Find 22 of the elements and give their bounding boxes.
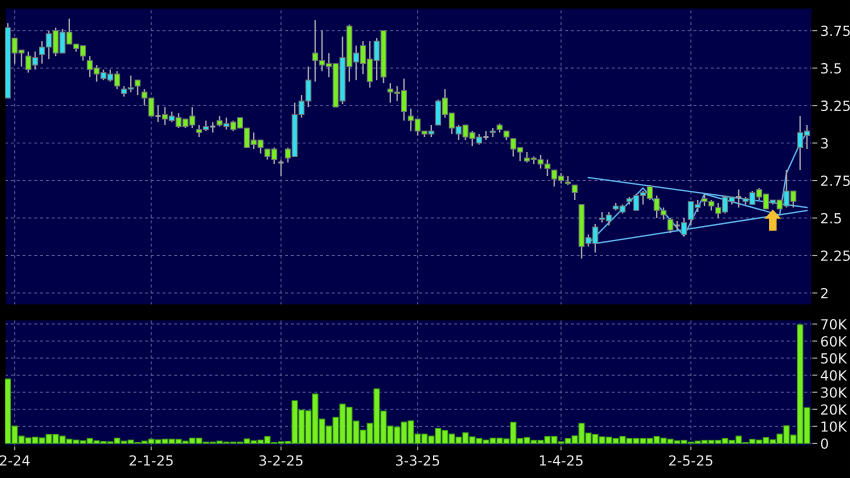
x-tick-label: 2-1-25 [130, 455, 173, 466]
y-tick-label: 70K [821, 319, 848, 330]
y-tick-label: 2 [821, 288, 828, 298]
y-tick-label: 2.25 [821, 250, 850, 261]
y-tick-label: 10K [822, 421, 848, 432]
y-tick-label: 30K [821, 387, 848, 398]
y-tick-label: 40K [820, 370, 848, 381]
y-tick-label: 2.5 [821, 212, 841, 224]
y-tick-label: 3.5 [821, 63, 841, 74]
x-tick-label: 2-24 [0, 455, 30, 466]
y-tick-label: 20K [821, 404, 848, 415]
x-tick-label: 2-5-25 [669, 455, 712, 466]
y-tick-label: 50K [821, 353, 848, 364]
y-tick-label: 60K [821, 336, 848, 347]
y-tick-label: 3.25 [821, 100, 850, 112]
x-tick-label: 3-2-25 [259, 455, 303, 466]
y-tick-label: 2.75 [821, 176, 850, 186]
y-tick-label: 0 [821, 438, 828, 449]
y-tick-label: 3 [821, 138, 828, 149]
x-tick-label: 3-3-25 [396, 455, 440, 466]
y-tick-label: 3.75 [821, 26, 850, 36]
x-tick-label: 1-4-25 [540, 455, 583, 466]
